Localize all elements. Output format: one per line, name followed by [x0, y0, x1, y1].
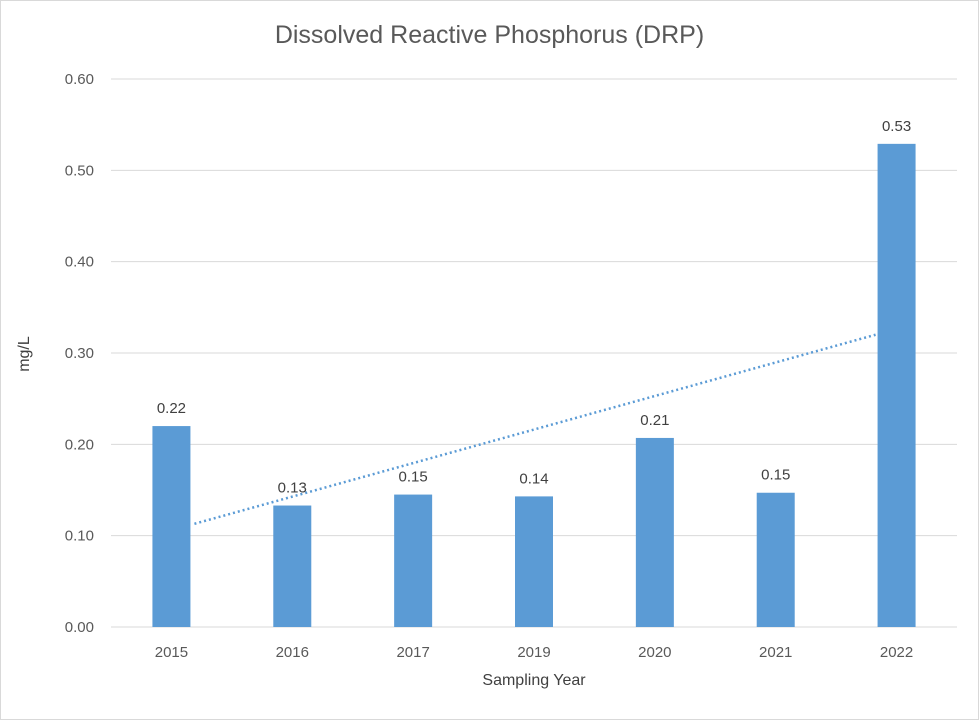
data-label: 0.14 — [519, 470, 548, 487]
y-tick-label: 0.60 — [65, 71, 94, 88]
data-label: 0.21 — [640, 412, 669, 429]
y-tick-label: 0.20 — [65, 436, 94, 453]
data-label: 0.13 — [278, 480, 307, 497]
x-tick-label: 2016 — [276, 644, 309, 661]
x-tick-label: 2017 — [396, 644, 429, 661]
x-tick-label: 2021 — [759, 644, 792, 661]
x-tick-label: 2020 — [638, 644, 671, 661]
y-tick-label: 0.10 — [65, 528, 94, 545]
bar — [877, 143, 916, 627]
bar — [756, 492, 795, 627]
data-label: 0.15 — [399, 469, 428, 486]
y-tick-label: 0.40 — [65, 254, 94, 271]
x-tick-label: 2022 — [880, 644, 913, 661]
bar — [515, 496, 553, 627]
y-tick-label: 0.00 — [65, 619, 94, 636]
chart-title: Dissolved Reactive Phosphorus (DRP) — [274, 21, 705, 49]
bar — [394, 494, 433, 627]
data-label: 0.22 — [157, 400, 186, 417]
y-tick-label: 0.30 — [65, 345, 94, 362]
bar — [152, 426, 191, 627]
x-tick-label: 2019 — [517, 644, 550, 661]
x-axis-label: Sampling Year — [482, 672, 586, 689]
data-label: 0.53 — [882, 118, 911, 135]
x-tick-label: 2015 — [155, 644, 188, 661]
data-label: 0.15 — [761, 467, 790, 484]
y-tick-label: 0.50 — [65, 162, 94, 179]
bar — [635, 437, 674, 627]
bar — [273, 505, 312, 627]
